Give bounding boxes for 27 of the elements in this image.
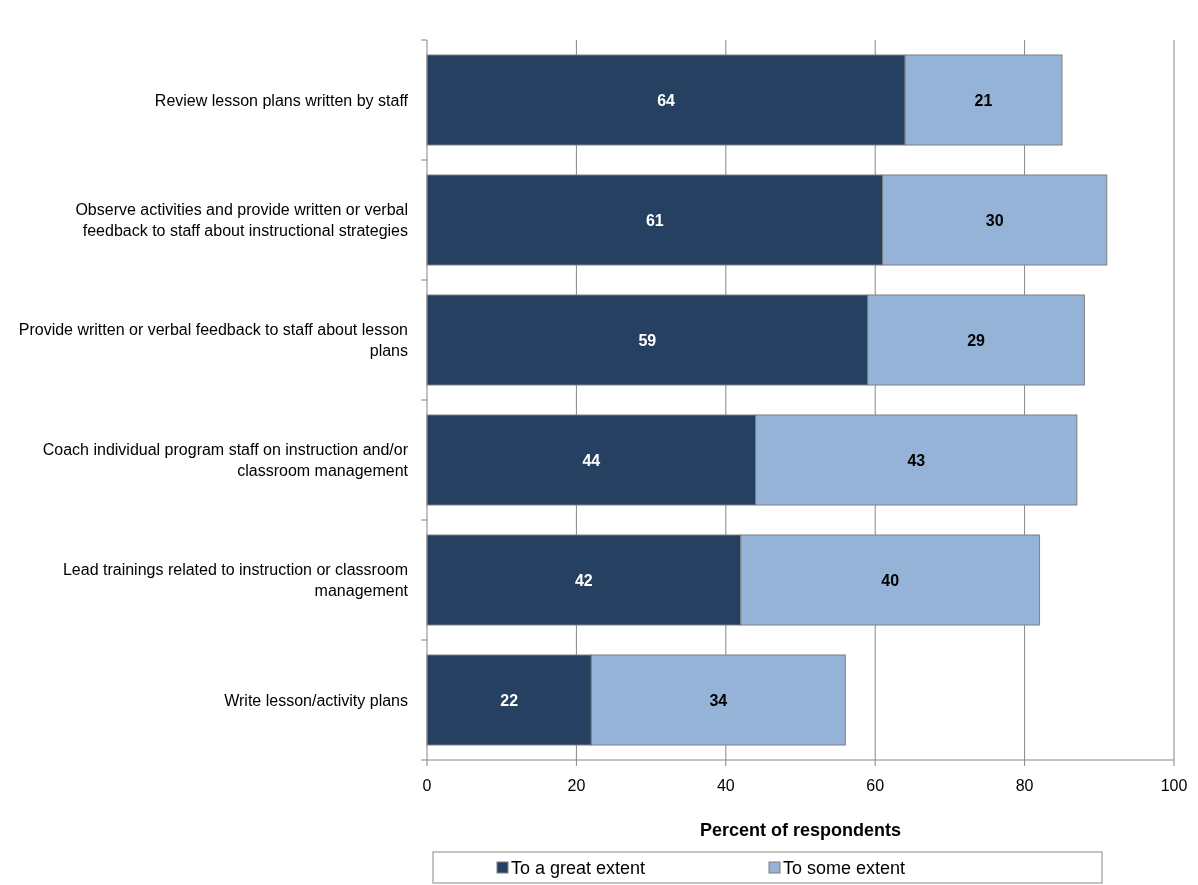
x-tick-label: 20 xyxy=(567,777,586,794)
data-label: 44 xyxy=(582,451,601,469)
x-tick-label: 80 xyxy=(1015,777,1034,794)
legend-label: To some extent xyxy=(783,858,906,879)
x-axis-title: Percent of respondents xyxy=(699,820,902,840)
data-label: 43 xyxy=(907,451,926,469)
data-label: 30 xyxy=(985,211,1004,229)
data-label: 22 xyxy=(500,691,519,709)
data-label: 64 xyxy=(657,91,676,109)
y-tick-label: Lead trainings related to instruction or classroom management xyxy=(62,561,409,600)
x-tick-label: 0 xyxy=(422,777,432,794)
x-tick-label: 60 xyxy=(866,777,885,794)
data-label: 29 xyxy=(967,331,986,349)
data-label: 40 xyxy=(881,571,900,589)
data-label: 34 xyxy=(709,691,728,709)
y-tick-label: Write lesson/activity plans xyxy=(224,691,408,709)
data-label: 59 xyxy=(638,331,657,349)
y-tick-label: Provide written or verbal feedback to staff about lesson plans xyxy=(18,321,408,360)
legend-label: To a great extent xyxy=(511,858,646,879)
y-tick-label: Observe activities and provide written or verbal feedback to staff about instructional strategies xyxy=(75,201,408,240)
data-label: 42 xyxy=(574,571,593,589)
x-tick-label: 40 xyxy=(716,777,735,794)
data-label: 21 xyxy=(974,91,993,109)
x-tick-label: 100 xyxy=(1160,777,1188,794)
y-tick-label: Coach individual program staff on instruction and/or classroom management xyxy=(42,441,409,480)
y-tick-label: Review lesson plans written by staff xyxy=(154,91,409,109)
data-label: 61 xyxy=(645,211,664,229)
